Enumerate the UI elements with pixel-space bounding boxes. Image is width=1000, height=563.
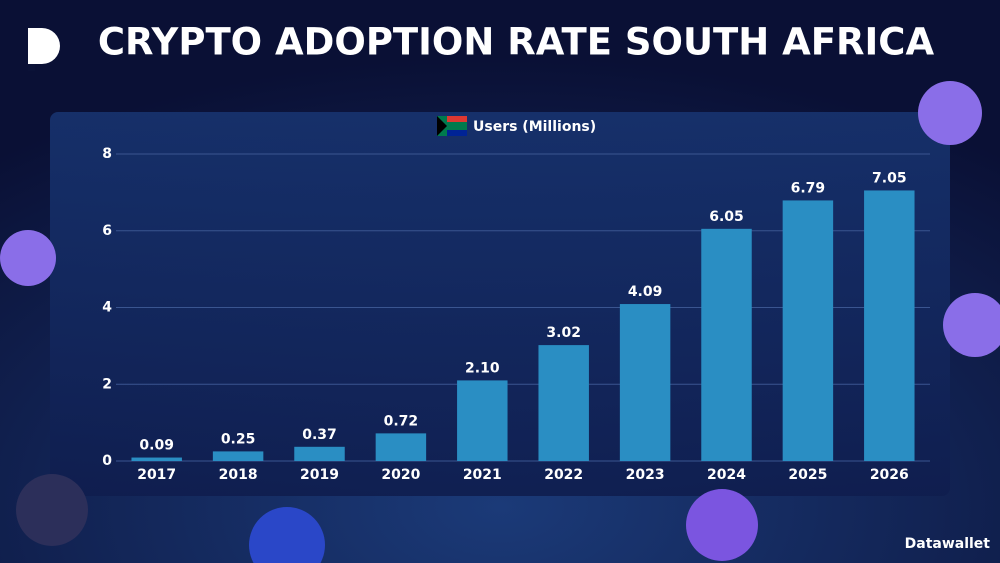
y-tick-label: 6: [102, 223, 112, 239]
y-tick-label: 4: [102, 300, 112, 316]
value-label: 0.09: [139, 438, 174, 454]
bar: [212, 451, 264, 461]
bar: [864, 190, 915, 462]
bar: [294, 446, 345, 461]
y-tick-label: 8: [102, 146, 112, 162]
value-label: 0.72: [384, 413, 419, 429]
x-tick-label: 2026: [870, 467, 909, 483]
bar: [782, 200, 834, 461]
value-label: 4.09: [628, 284, 663, 300]
bar: [701, 228, 752, 461]
value-label: 7.05: [872, 170, 907, 186]
x-tick-label: 2024: [707, 467, 746, 483]
value-label: 6.79: [791, 180, 826, 196]
legend-label: Users (Millions): [473, 119, 596, 135]
x-tick-label: 2020: [381, 467, 420, 483]
value-label: 2.10: [465, 360, 500, 376]
brand: Datawallet: [905, 536, 991, 552]
legend: Users (Millions): [437, 116, 596, 136]
x-tick-label: 2021: [463, 467, 502, 483]
logo: [28, 28, 60, 71]
value-label: 3.02: [546, 325, 581, 341]
x-tick-label: 2017: [137, 467, 176, 483]
y-tick-label: 0: [102, 453, 112, 469]
value-label: 0.37: [302, 427, 337, 443]
y-tick-label: 2: [102, 376, 112, 392]
x-tick-label: 2023: [626, 467, 665, 483]
bar: [538, 345, 589, 461]
value-label: 6.05: [709, 209, 744, 225]
x-tick-label: 2025: [788, 467, 827, 483]
x-tick-label: 2022: [544, 467, 583, 483]
chart-title: CRYPTO ADOPTION RATE SOUTH AFRICA: [98, 21, 935, 64]
bar: [131, 457, 182, 461]
coin-decorations: [0, 81, 1000, 563]
value-label: 0.25: [221, 431, 256, 447]
bar: [619, 304, 671, 461]
bar: [457, 380, 508, 461]
x-tick-label: 2019: [300, 467, 339, 483]
x-tick-label: 2018: [219, 467, 258, 483]
bar: [375, 433, 427, 461]
